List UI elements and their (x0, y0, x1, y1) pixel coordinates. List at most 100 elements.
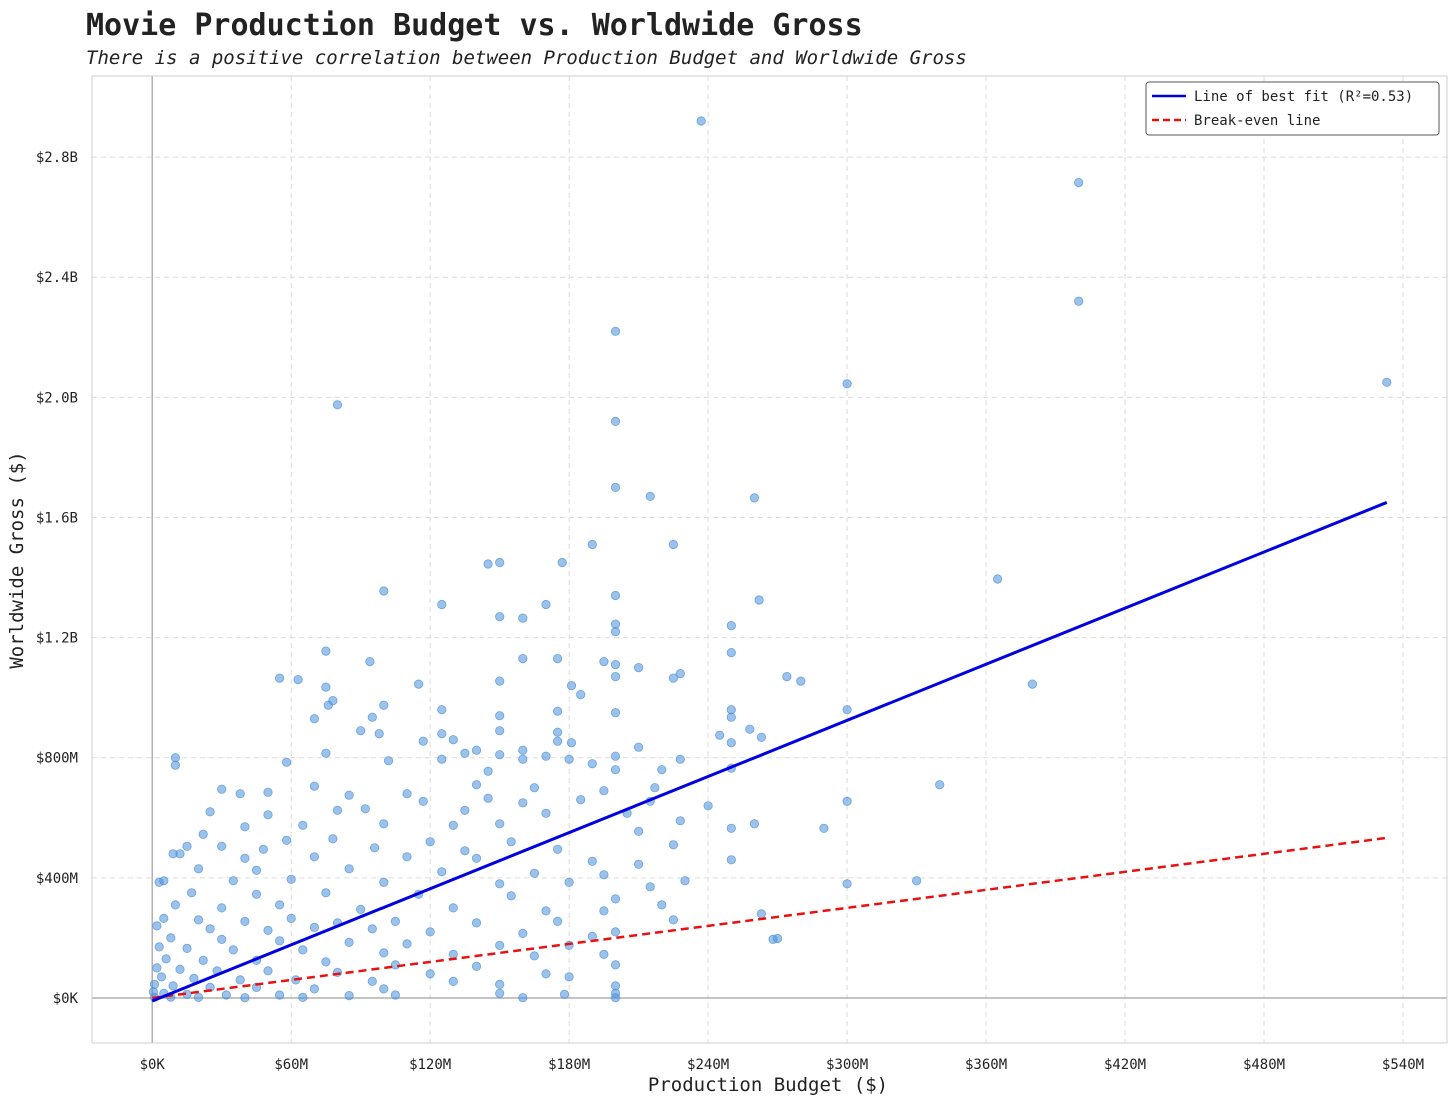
scatter-point (541, 808, 551, 818)
scatter-point (437, 705, 447, 715)
scatter-point (495, 676, 505, 686)
scatter-point (749, 819, 760, 829)
scatter-point (298, 820, 308, 830)
y-tick-label: $800M (36, 751, 78, 767)
scatter-point (518, 754, 528, 764)
scatter-point (448, 820, 458, 830)
scatter-point (166, 933, 176, 943)
scatter-point (529, 783, 540, 793)
scatter-point (935, 780, 945, 790)
scatter-point (675, 668, 685, 679)
scatter-point (379, 948, 389, 958)
scatter-point (599, 870, 609, 880)
scatter-point (552, 653, 563, 664)
scatter-point (599, 906, 609, 916)
scatter-point (1027, 679, 1038, 689)
scatter-point (610, 708, 621, 718)
scatter-point (668, 915, 679, 925)
scatter-point (240, 916, 250, 927)
x-tick-label: $0K (140, 1057, 166, 1073)
scatter-point (187, 888, 197, 898)
scatter-point (599, 656, 609, 667)
scatter-point (193, 915, 204, 925)
scatter-point (541, 969, 551, 979)
scatter-point (168, 981, 178, 991)
scatter-point (633, 742, 644, 752)
scatter-point (633, 826, 644, 836)
scatter-point (564, 754, 574, 764)
scatter-point (772, 933, 783, 944)
scatter-point (205, 807, 215, 817)
scatter-point (610, 659, 621, 670)
scatter-point (286, 913, 296, 924)
scatter-point (418, 796, 428, 806)
chart-title: Movie Production Budget vs. Worldwide Gr… (86, 8, 863, 43)
scatter-point (309, 922, 319, 933)
scatter-point (198, 829, 208, 839)
scatter-point (369, 843, 380, 853)
scatter-point (235, 975, 245, 985)
x-tick-label: $120M (409, 1057, 451, 1073)
scatter-point (448, 735, 458, 745)
scatter-point (154, 942, 164, 952)
scatter-point (657, 765, 667, 775)
scatter-point (418, 736, 428, 746)
scatter-point (495, 711, 505, 721)
scatter-point (782, 671, 792, 682)
scatter-point (437, 867, 447, 877)
scatter-point (756, 909, 767, 919)
scatter-point (402, 852, 412, 862)
scatter-point (552, 727, 563, 737)
scatter-point (726, 712, 736, 722)
scatter-point (460, 805, 470, 815)
chart-subtitle: There is a positive correlation between … (86, 47, 967, 69)
scatter-point (564, 877, 574, 887)
scatter-point (587, 856, 597, 866)
x-tick-label: $180M (548, 1057, 590, 1073)
scatter-point (281, 835, 292, 845)
best-fit-line (151, 501, 1388, 1003)
scatter-point (495, 988, 505, 999)
plot-frame (91, 75, 1448, 1044)
scatter-point (610, 671, 621, 682)
scatter-point (240, 822, 250, 832)
scatter-point (680, 876, 690, 886)
scatter-point (842, 705, 852, 715)
scatter-point (703, 801, 713, 811)
zero-lines (92, 76, 1447, 1043)
scatter-point (633, 662, 644, 673)
scatter-point (610, 993, 621, 1003)
scatter-point (552, 736, 563, 746)
scatter-point (495, 726, 505, 736)
scatter-point (379, 586, 389, 596)
scatter-point (1074, 296, 1084, 306)
scatter-point (460, 748, 470, 758)
scatter-point (309, 984, 319, 994)
y-tick-label: $0K (53, 991, 79, 1007)
y-tick-label: $2.8B (36, 150, 78, 166)
scatter-point (344, 790, 354, 800)
scatter-point (448, 976, 458, 987)
y-tick-label: $2.0B (36, 390, 78, 406)
legend-fit-label: Line of best fit (R²=0.53) (1194, 89, 1413, 105)
scatter-point (152, 921, 162, 931)
scatter-point (552, 844, 563, 854)
scatter-point (198, 955, 208, 966)
scatter-point (696, 116, 706, 126)
scatter-point (471, 853, 482, 863)
scatter-point (495, 557, 505, 568)
scatter-point (495, 819, 505, 829)
scatter-point (281, 757, 292, 767)
scatter-point (374, 729, 384, 739)
scatter-point (367, 924, 377, 934)
x-axis-label: Production Budget ($) (648, 1074, 888, 1096)
scatter-point (471, 961, 482, 972)
x-axis-ticks: $0K $60M $120M $180M $240M $300M $360M $420M $48… (140, 1057, 1424, 1073)
scatter-point (321, 957, 331, 967)
scatter-point (518, 613, 528, 623)
scatter-point (749, 493, 760, 503)
scatter-point (217, 934, 227, 945)
scatter-point (309, 781, 319, 791)
scatter-point (587, 539, 597, 550)
x-tick-label: $360M (965, 1057, 1007, 1073)
